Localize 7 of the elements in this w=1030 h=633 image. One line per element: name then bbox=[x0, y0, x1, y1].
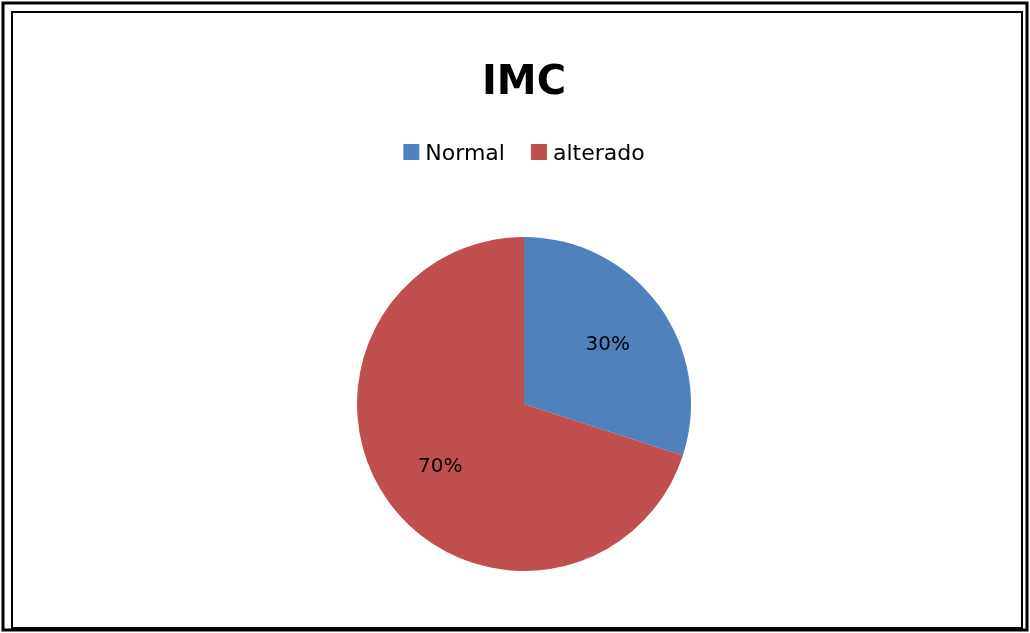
legend-label: Normal bbox=[425, 139, 505, 165]
data-label: 70% bbox=[418, 452, 463, 477]
data-label: 30% bbox=[585, 331, 630, 356]
chart-title: IMC bbox=[481, 57, 567, 103]
legend-label: alterado bbox=[552, 139, 645, 165]
pie-slice bbox=[357, 237, 683, 571]
pie-slice bbox=[524, 237, 691, 456]
